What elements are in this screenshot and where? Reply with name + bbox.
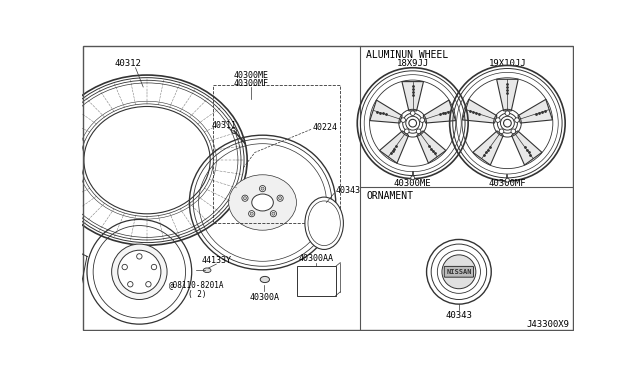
Text: 40312: 40312 (115, 60, 141, 68)
Polygon shape (462, 99, 497, 123)
Text: ALUMINUN WHEEL: ALUMINUN WHEEL (367, 51, 449, 60)
Text: 40343: 40343 (336, 186, 361, 195)
FancyBboxPatch shape (444, 266, 474, 277)
Circle shape (127, 282, 133, 287)
Circle shape (151, 264, 157, 270)
Circle shape (504, 119, 511, 127)
Text: 40300ME: 40300ME (234, 71, 269, 80)
Circle shape (146, 282, 151, 287)
Circle shape (404, 129, 409, 134)
Circle shape (272, 212, 275, 215)
Ellipse shape (260, 276, 269, 283)
Text: 40300MF: 40300MF (488, 179, 526, 188)
Circle shape (515, 118, 519, 122)
Polygon shape (497, 79, 518, 111)
Polygon shape (423, 100, 456, 123)
Circle shape (410, 111, 415, 115)
Circle shape (137, 254, 142, 259)
Circle shape (243, 197, 246, 200)
Circle shape (505, 111, 509, 115)
Polygon shape (370, 100, 402, 123)
Polygon shape (473, 131, 503, 165)
Circle shape (261, 187, 264, 190)
Circle shape (278, 197, 282, 200)
Text: J43300X9: J43300X9 (526, 320, 569, 328)
Circle shape (506, 178, 509, 182)
Circle shape (416, 129, 421, 134)
Text: 40224: 40224 (312, 123, 338, 132)
Text: 40300AA: 40300AA (299, 254, 334, 263)
Circle shape (277, 195, 284, 201)
Circle shape (111, 244, 167, 299)
Ellipse shape (228, 175, 296, 230)
Text: 40300ME: 40300ME (394, 179, 431, 188)
Ellipse shape (234, 179, 292, 225)
Circle shape (118, 250, 161, 294)
Circle shape (248, 211, 255, 217)
Circle shape (259, 186, 266, 192)
Circle shape (401, 118, 406, 122)
Circle shape (495, 118, 500, 122)
Text: ORNAMENT: ORNAMENT (367, 190, 413, 201)
Circle shape (499, 129, 504, 134)
Bar (297, 266, 336, 296)
Circle shape (122, 264, 127, 270)
Circle shape (250, 212, 253, 215)
Text: 40311: 40311 (212, 121, 237, 130)
Polygon shape (402, 81, 424, 111)
Circle shape (411, 176, 415, 180)
Text: @08110-8201A
( 2): @08110-8201A ( 2) (170, 280, 225, 299)
Text: 18X9JJ: 18X9JJ (397, 59, 429, 68)
Ellipse shape (252, 194, 273, 211)
Bar (212, 85, 340, 223)
Text: 40300A: 40300A (249, 293, 279, 302)
Circle shape (420, 118, 424, 122)
Polygon shape (380, 131, 408, 163)
Text: 40343: 40343 (445, 311, 472, 320)
Circle shape (270, 211, 276, 217)
Text: 40300MF: 40300MF (234, 78, 269, 88)
Circle shape (442, 255, 476, 289)
Ellipse shape (305, 197, 344, 250)
Ellipse shape (204, 268, 211, 273)
Polygon shape (417, 131, 446, 163)
Text: 44133Y: 44133Y (202, 256, 231, 265)
Polygon shape (518, 99, 552, 123)
Text: NISSAN: NISSAN (446, 269, 472, 275)
Circle shape (242, 195, 248, 201)
Ellipse shape (231, 128, 237, 134)
Text: 19X10JJ: 19X10JJ (488, 59, 526, 68)
Circle shape (511, 129, 516, 134)
Polygon shape (511, 131, 542, 165)
Circle shape (409, 119, 417, 127)
